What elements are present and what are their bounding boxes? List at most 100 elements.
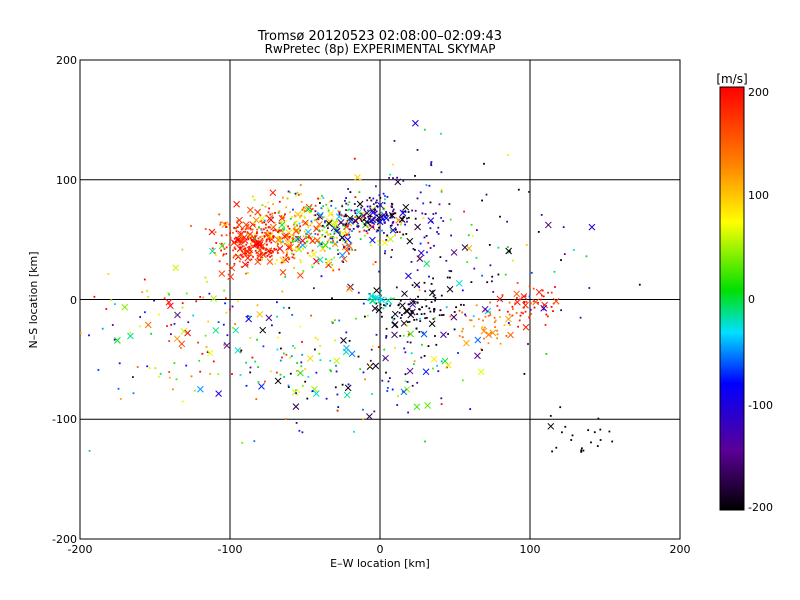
data-point-dot [380,289,383,292]
data-point-dot [332,241,334,244]
data-point-dot [251,228,254,231]
data-point-dot [509,324,511,326]
data-point-dot [276,259,278,262]
data-point-cross [422,368,430,376]
data-point-dot [425,235,428,237]
data-point-dot [314,336,317,339]
data-point-dot [291,249,293,252]
data-point-cross [412,119,419,127]
data-point-dot [580,451,583,453]
data-point-dot [561,431,563,434]
data-point-cross [333,227,340,235]
data-point-dot [303,230,306,233]
data-point-dot [384,222,386,224]
data-point-dot [440,171,443,174]
data-point-dot [259,214,262,217]
data-point-dot [381,379,384,382]
data-point-dot [253,440,256,442]
data-point-dot [383,357,385,360]
data-point-cross [236,245,244,253]
data-point-dot [424,128,426,131]
data-point-dot [170,323,173,326]
data-point-dot [519,314,522,317]
data-point-dot [240,254,243,257]
data-point-dot [300,214,303,217]
data-point-dot [401,314,403,316]
chart-subtitle: RwPretec (8p) EXPERIMENTAL SKYMAP [265,42,496,56]
data-point-dot [498,309,501,312]
data-point-dot [532,287,535,290]
data-point-dot [375,298,377,301]
data-point-dot [285,353,288,356]
data-point-dot [406,217,408,220]
data-point-dot [301,221,304,224]
data-point-dot [372,345,374,347]
data-point-dot [455,306,457,309]
data-point-cross [215,390,222,397]
data-point-dot [291,248,294,250]
data-point-cross [278,221,286,229]
data-point-dot [277,252,279,254]
data-point-dot [419,308,421,311]
data-point-dot [269,252,272,255]
data-point-dot [359,368,362,370]
data-point-dot [398,311,401,314]
data-point-dot [525,301,528,303]
data-point-dot [157,375,160,378]
data-point-dot [430,161,433,163]
data-point-dot [299,184,302,186]
data-point-cross [348,350,356,358]
y-tick-label: 100 [56,174,77,187]
data-point-dot [407,333,410,336]
data-point-dot [217,373,220,376]
data-point-dot [341,214,343,217]
data-point-dot [301,353,304,356]
data-point-dot [262,345,265,348]
data-point-dot [256,232,258,235]
data-point-dot [408,320,411,323]
data-point-dot [264,380,266,383]
data-point-dot [341,205,344,208]
data-point-dot [297,235,299,238]
data-point-cross [402,203,410,211]
data-point-dot [254,360,257,363]
data-point-dot [453,311,456,313]
data-point-dot [418,289,421,291]
data-point-dot [336,241,339,244]
data-point-dot [421,212,424,215]
data-point-dot [287,386,290,388]
data-point-dot [540,214,543,216]
data-point-dot [406,341,409,343]
data-point-dot [352,228,355,230]
data-point-cross [480,327,488,335]
data-point-cross [387,235,394,243]
data-point-dot [344,225,346,228]
data-point-dot [390,303,392,305]
data-point-dot [496,337,498,340]
data-point-dot [504,273,507,276]
data-point-dot [101,327,104,330]
data-point-dot [390,202,393,205]
data-point-cross [417,249,425,257]
data-point-dot [303,206,305,209]
data-point-dot [260,253,262,255]
data-point-cross [322,241,329,249]
data-point-dot [552,310,554,312]
data-point-dot [158,313,160,316]
data-point-cross [279,268,287,276]
data-point-cross [532,298,540,306]
data-point-cross [269,189,277,197]
data-point-dot [472,235,474,237]
data-point-cross [292,403,300,410]
data-point-dot [379,303,382,306]
data-point-dot [545,313,548,316]
data-point-dot [266,255,269,257]
data-point-dot [384,198,386,201]
data-point-dot [274,262,277,265]
data-point-dot [300,365,303,368]
data-point-dot [348,340,351,342]
data-point-cross [340,255,348,263]
data-point-cross [455,279,463,287]
data-point-dot [265,223,267,226]
data-point-dot [292,345,294,347]
